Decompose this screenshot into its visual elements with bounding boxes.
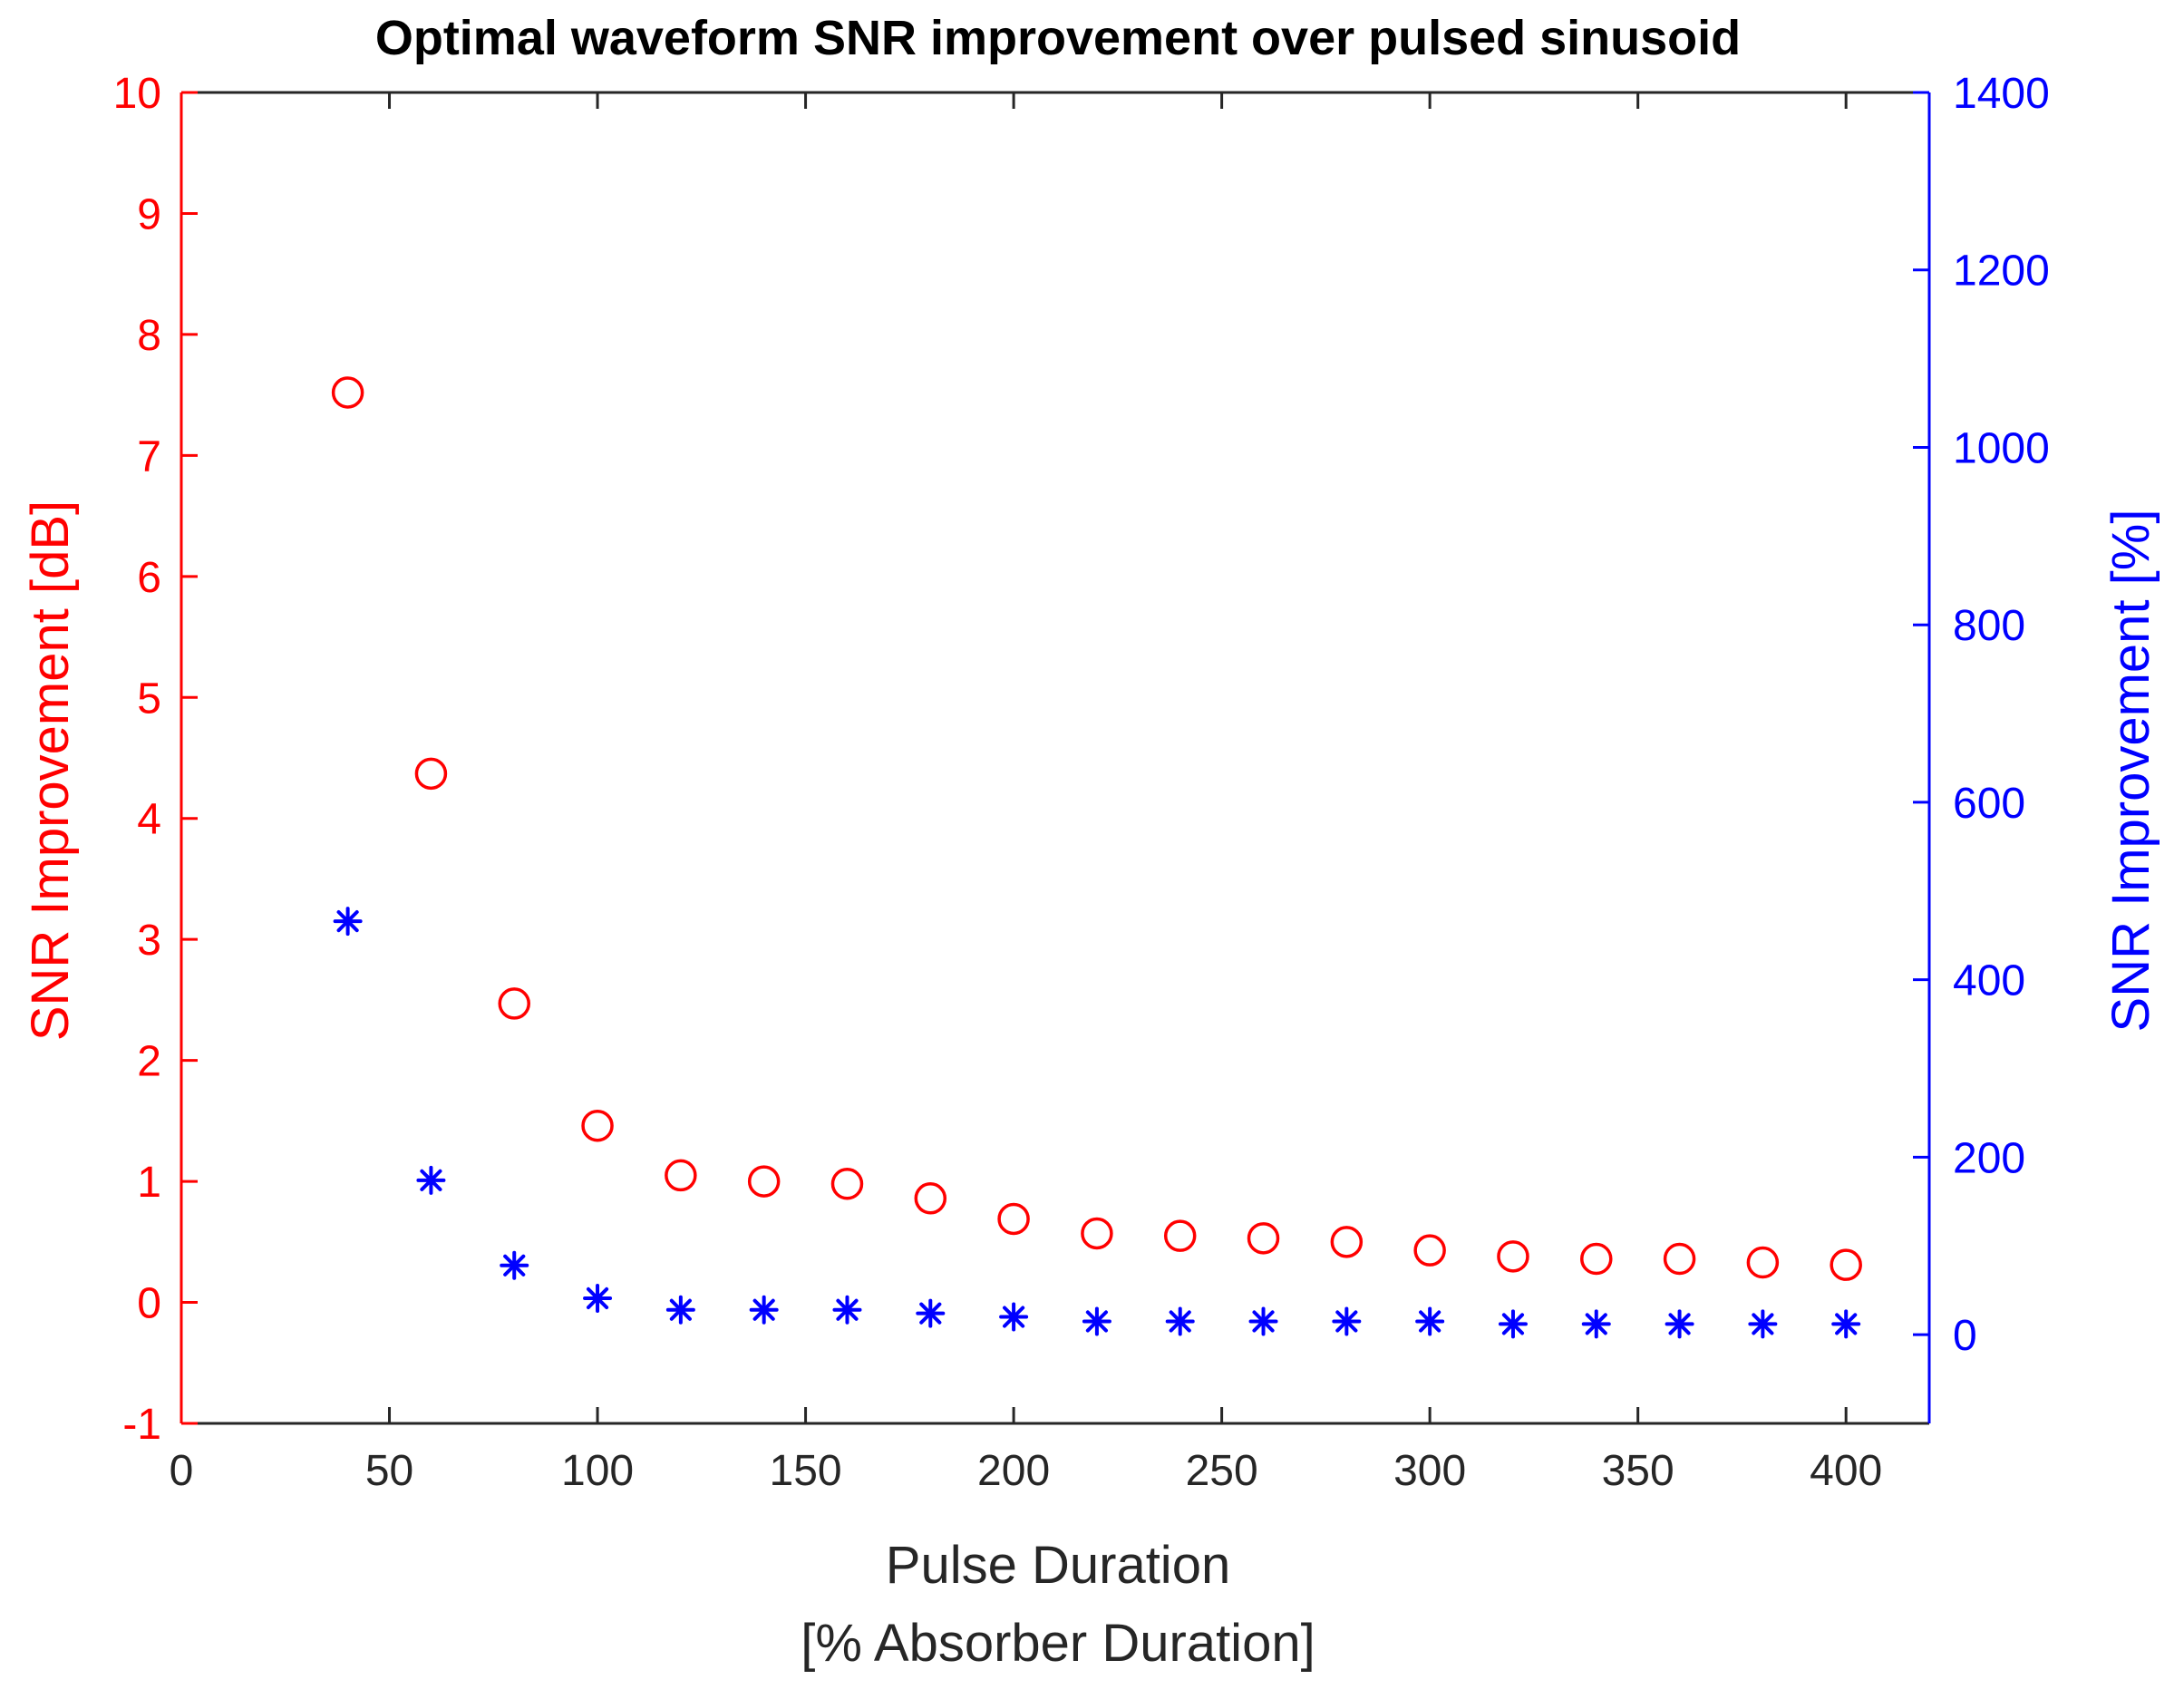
x-axis-label: Pulse Duration: [886, 1536, 1230, 1595]
data-point-circle: [414, 757, 448, 791]
y-left-tick-label: 6: [137, 554, 161, 602]
x-tick-label: 100: [561, 1447, 634, 1495]
data-point-circle: [747, 1165, 781, 1198]
data-point-circle: [1746, 1246, 1780, 1279]
data-point-asterisk: [1831, 1309, 1861, 1339]
y-axis-right-label: SNR Improvement [%]: [2101, 510, 2160, 1033]
data-point-asterisk: [999, 1302, 1029, 1332]
data-point-asterisk: [1665, 1309, 1694, 1339]
y-left-tick-label: 10: [113, 70, 161, 118]
data-point-asterisk: [416, 1165, 446, 1195]
y-axis-right: 0 200 400 600 800 1000 1200 1400: [1913, 70, 2050, 1423]
data-point-circle: [914, 1182, 947, 1215]
data-point-circle: [1497, 1240, 1529, 1273]
x-tick-label: 400: [1810, 1447, 1882, 1495]
y-axis-left: -1 0 1 2 3 4 5 6 7 8 9 10: [113, 70, 198, 1449]
y-left-tick-label: 8: [137, 312, 161, 360]
data-point-circle: [1663, 1242, 1696, 1276]
y-right-tick-label: 600: [1953, 780, 2025, 828]
x-tick-label: 250: [1186, 1447, 1258, 1495]
data-point-asterisk: [1748, 1309, 1778, 1339]
data-point-circle: [1580, 1242, 1613, 1276]
data-point-asterisk: [1415, 1306, 1445, 1336]
y-left-tick-label: 5: [137, 675, 161, 723]
data-point-circle: [1247, 1222, 1280, 1255]
data-point-circle: [997, 1202, 1030, 1236]
y-right-tick-label: 200: [1953, 1134, 2025, 1182]
series-circle: [331, 376, 1862, 1281]
data-point-circle: [1163, 1219, 1197, 1252]
data-point-asterisk: [832, 1295, 862, 1325]
y-left-tick-label: 2: [137, 1038, 161, 1086]
y-right-tick-label: 1000: [1953, 424, 2050, 472]
data-point-asterisk: [1581, 1309, 1611, 1339]
data-series: [331, 376, 1862, 1339]
data-point-circle: [1413, 1234, 1446, 1267]
data-point-asterisk: [665, 1295, 695, 1325]
data-point-asterisk: [1082, 1306, 1111, 1336]
data-point-circle: [581, 1109, 614, 1142]
y-left-tick-label: 4: [137, 796, 161, 844]
series-asterisk: [333, 907, 1861, 1339]
y-right-tick-label: 400: [1953, 957, 2025, 1005]
x-tick-label: 50: [365, 1447, 413, 1495]
data-point-circle: [1330, 1226, 1364, 1258]
data-point-circle: [498, 987, 530, 1020]
y-right-tick-label: 1400: [1953, 70, 2050, 118]
data-point-circle: [830, 1168, 864, 1200]
y-left-tick-label: -1: [122, 1401, 161, 1449]
data-point-asterisk: [1248, 1306, 1278, 1336]
y-right-tick-label: 800: [1953, 602, 2025, 650]
y-left-tick-label: 9: [137, 190, 161, 238]
plot-area: [181, 92, 1929, 1423]
data-point-circle: [1081, 1217, 1113, 1250]
x-tick-label: 300: [1393, 1447, 1466, 1495]
x-tick-label: 200: [977, 1447, 1050, 1495]
data-point-asterisk: [916, 1298, 946, 1328]
data-point-asterisk: [1498, 1309, 1528, 1339]
data-point-asterisk: [1332, 1306, 1362, 1336]
x-axis: 0 50 100 150 200 250 300 350 400: [170, 91, 1929, 1495]
y-left-tick-label: 0: [137, 1280, 161, 1328]
data-point-asterisk: [583, 1284, 613, 1314]
y-left-tick-label: 7: [137, 432, 161, 481]
x-axis-label-units: [% Absorber Duration]: [801, 1614, 1315, 1673]
y-right-tick-label: 1200: [1953, 248, 2050, 296]
data-point-asterisk: [333, 907, 363, 937]
y-right-tick-label: 0: [1953, 1312, 1977, 1360]
data-point-asterisk: [749, 1295, 779, 1325]
y-left-tick-label: 1: [137, 1159, 161, 1207]
x-tick-label: 150: [770, 1447, 842, 1495]
data-point-asterisk: [1165, 1306, 1195, 1336]
y-left-tick-label: 3: [137, 917, 161, 965]
data-point-circle: [331, 376, 364, 409]
x-tick-label: 0: [170, 1447, 194, 1495]
y-axis-left-label: SNR Improvement [dB]: [21, 500, 80, 1041]
chart-title: Optimal waveform SNR improvement over pu…: [375, 11, 1741, 65]
data-point-circle: [665, 1159, 697, 1192]
x-tick-label: 350: [1602, 1447, 1674, 1495]
data-point-circle: [1830, 1248, 1862, 1281]
data-point-asterisk: [500, 1250, 529, 1280]
